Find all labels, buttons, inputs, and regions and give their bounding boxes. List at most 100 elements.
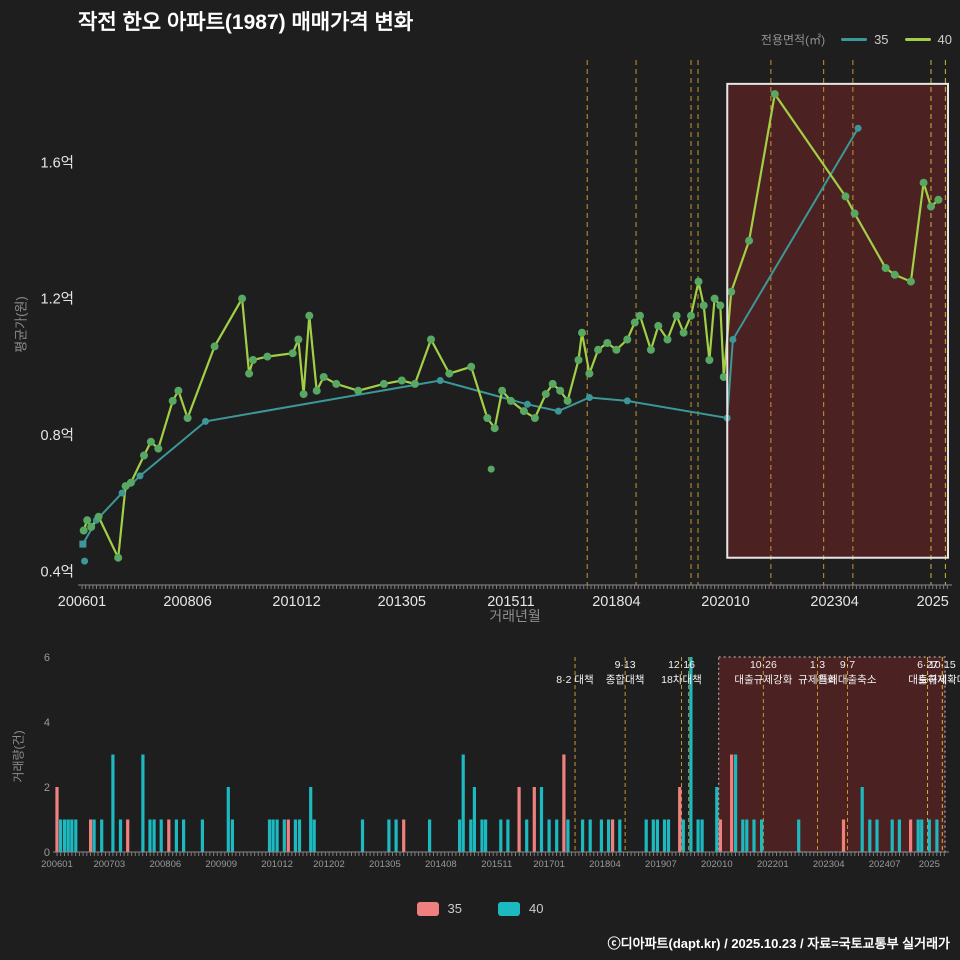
price-point-40[interactable] xyxy=(312,386,321,395)
volume-bar-40[interactable] xyxy=(752,819,756,853)
volume-bar-35[interactable] xyxy=(909,819,913,853)
price-point-40[interactable] xyxy=(249,356,257,364)
volume-bar-35[interactable] xyxy=(562,754,566,853)
price-point-35[interactable] xyxy=(554,407,562,415)
volume-bar-40[interactable] xyxy=(484,819,488,853)
price-point-40[interactable] xyxy=(498,386,507,395)
volume-bar-40[interactable] xyxy=(927,819,931,853)
volume-bar-40[interactable] xyxy=(588,819,592,853)
volume-bar-40[interactable] xyxy=(539,787,544,852)
price-point-35[interactable] xyxy=(585,394,593,401)
volume-bar-40[interactable] xyxy=(282,819,286,853)
price-point-40[interactable] xyxy=(841,192,850,201)
volume-bar-40[interactable] xyxy=(689,657,693,852)
price-point-outlier-40[interactable] xyxy=(487,465,495,473)
price-point-40[interactable] xyxy=(687,311,695,320)
price-point-40[interactable] xyxy=(154,444,163,453)
volume-bar-40[interactable] xyxy=(226,787,230,852)
volume-bar-40[interactable] xyxy=(700,819,704,853)
price-point-40[interactable] xyxy=(483,414,492,422)
price-point-40[interactable] xyxy=(210,342,219,351)
price-point-40[interactable] xyxy=(919,178,928,187)
volume-bar-40[interactable] xyxy=(655,819,659,853)
volume-bar-40[interactable] xyxy=(935,819,939,853)
price-point-35[interactable] xyxy=(436,377,444,384)
price-point-40[interactable] xyxy=(410,379,419,388)
price-point-40[interactable] xyxy=(83,516,92,525)
price-point-40[interactable] xyxy=(467,362,476,371)
volume-bar-35[interactable] xyxy=(841,819,846,853)
volume-bar-35[interactable] xyxy=(730,754,734,853)
price-point-40[interactable] xyxy=(541,390,550,399)
volume-bar-40[interactable] xyxy=(525,819,529,853)
volume-bar-35[interactable] xyxy=(167,819,171,853)
price-point-40[interactable] xyxy=(705,356,714,364)
price-point-35[interactable] xyxy=(136,472,144,480)
volume-bar-40[interactable] xyxy=(547,819,551,853)
volume-bar-40[interactable] xyxy=(275,819,279,853)
price-point-40[interactable] xyxy=(299,390,308,399)
volume-bar-40[interactable] xyxy=(666,819,671,853)
price-point-40[interactable] xyxy=(594,345,603,354)
volume-bar-40[interactable] xyxy=(741,819,745,853)
price-point-40[interactable] xyxy=(663,335,672,344)
price-point-35[interactable] xyxy=(623,397,631,405)
price-point-40[interactable] xyxy=(850,209,859,218)
volume-bar-40[interactable] xyxy=(70,819,74,853)
price-point-40[interactable] xyxy=(716,301,725,310)
volume-bar-40[interactable] xyxy=(59,819,63,853)
price-point-35[interactable] xyxy=(523,400,531,408)
legend-item-40[interactable]: 40 xyxy=(904,32,952,47)
volume-bar-40[interactable] xyxy=(480,819,484,853)
price-point-40[interactable] xyxy=(574,356,583,364)
price-point-40[interactable] xyxy=(379,379,388,388)
price-point-40[interactable] xyxy=(934,195,943,204)
volume-bar-35[interactable] xyxy=(89,819,93,853)
price-point-40[interactable] xyxy=(603,339,612,347)
price-point-40[interactable] xyxy=(146,437,155,446)
volume-bar-40[interactable] xyxy=(118,819,123,853)
volume-bar-40[interactable] xyxy=(644,819,648,853)
price-point-35[interactable] xyxy=(202,417,209,425)
price-point-40[interactable] xyxy=(563,396,572,405)
volume-bar-40[interactable] xyxy=(607,819,611,853)
price-point-40[interactable] xyxy=(288,349,297,358)
volume-bar-40[interactable] xyxy=(599,819,603,853)
volume-bar-40[interactable] xyxy=(159,819,163,853)
price-point-40[interactable] xyxy=(636,311,644,320)
price-point-40[interactable] xyxy=(168,396,177,405)
price-point-40[interactable] xyxy=(654,321,663,330)
price-point-40[interactable] xyxy=(578,328,586,337)
volume-bar-40[interactable] xyxy=(230,819,234,853)
price-point-40[interactable] xyxy=(612,345,621,354)
volume-bar-40[interactable] xyxy=(100,819,104,853)
price-point-40[interactable] xyxy=(238,294,247,303)
volume-bar-40[interactable] xyxy=(182,819,186,853)
price-point-40[interactable] xyxy=(140,451,148,460)
volume-bar-40[interactable] xyxy=(566,819,570,853)
volume-bar-40[interactable] xyxy=(860,787,864,852)
volume-bar-40[interactable] xyxy=(360,819,365,853)
volume-bar-40[interactable] xyxy=(141,754,145,853)
price-point-40[interactable] xyxy=(530,414,539,422)
price-point-35[interactable] xyxy=(729,336,737,343)
volume-bar-35[interactable] xyxy=(678,787,682,852)
volume-bar-35[interactable] xyxy=(55,787,59,852)
price-point-40[interactable] xyxy=(263,352,272,361)
volume-bar-40[interactable] xyxy=(461,754,465,853)
price-point-40[interactable] xyxy=(585,369,594,378)
price-point-40[interactable] xyxy=(94,512,103,521)
price-point-40[interactable] xyxy=(294,335,303,344)
volume-bar-40[interactable] xyxy=(662,819,667,853)
volume-bar-40[interactable] xyxy=(696,819,700,853)
volume-bar-35[interactable] xyxy=(126,819,130,853)
volume-bar-40[interactable] xyxy=(897,819,901,853)
volume-bar-40[interactable] xyxy=(868,819,872,853)
volume-bar-40[interactable] xyxy=(271,819,275,853)
volume-bar-40[interactable] xyxy=(472,787,476,852)
price-point-40[interactable] xyxy=(305,311,314,320)
price-point-40[interactable] xyxy=(727,287,736,296)
volume-bar-40[interactable] xyxy=(745,819,749,853)
price-point-40[interactable] xyxy=(506,396,515,405)
price-point-40[interactable] xyxy=(890,270,899,279)
